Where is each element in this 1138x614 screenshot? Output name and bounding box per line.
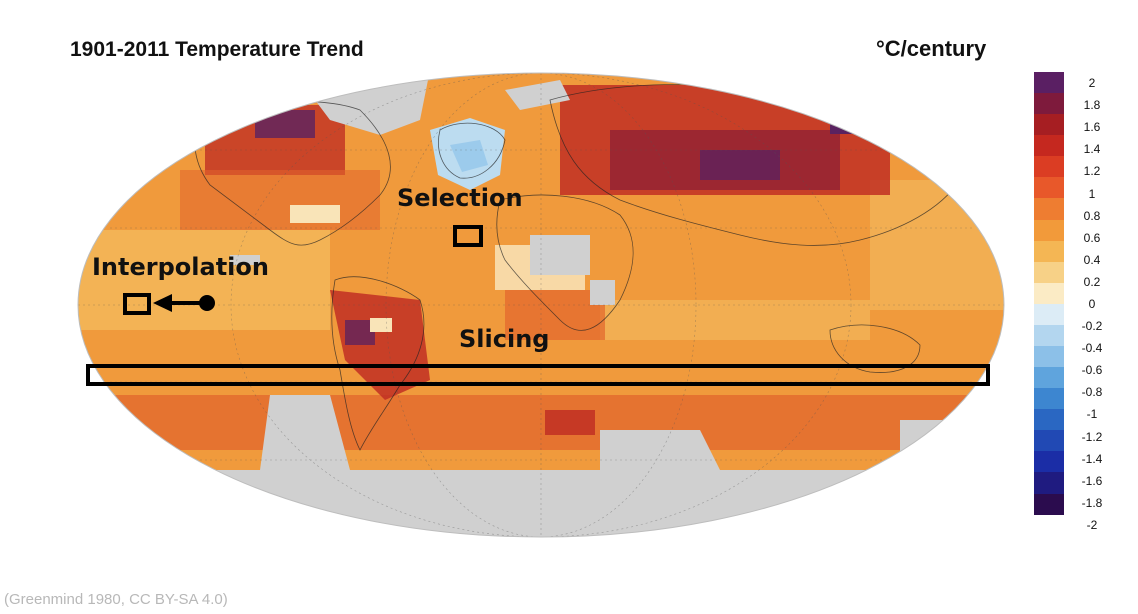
colorbar-tick-label: 0.8	[1083, 208, 1101, 223]
colorbar-tick-label: 1.4	[1083, 142, 1101, 157]
colorbar-tick-label: -2	[1086, 517, 1098, 532]
colorbar-swatch	[1034, 493, 1064, 515]
colorbar-swatch	[1034, 472, 1064, 494]
colorbar-swatch	[1034, 451, 1064, 473]
colorbar-tick-label: 1.2	[1083, 164, 1101, 179]
colorbar-tick-label: -1.4	[1081, 451, 1103, 466]
map-title: 1901-2011 Temperature Trend	[70, 38, 364, 61]
map-raster	[78, 73, 1004, 537]
units-label: °C/century	[876, 36, 987, 61]
colorbar-swatch	[1034, 430, 1064, 452]
colorbar-tick-labels: 2 1.8 1.6 1.4 1.2 1 0.8 0.6 0.4 0.2 0 -0.2 -0.4 -0.6 -…	[1074, 72, 1114, 536]
interpolation-label: Interpolation	[92, 253, 269, 281]
selection-box	[453, 225, 483, 247]
colorbar-swatch	[1034, 240, 1064, 262]
colorbar-swatch	[1034, 135, 1064, 157]
colorbar-swatch	[1034, 409, 1064, 431]
colorbar-tick-label: -0.4	[1081, 341, 1103, 356]
colorbar-tick-label: -0.6	[1081, 363, 1103, 378]
interpolation-box	[123, 293, 151, 315]
colorbar-tick-label: -1.6	[1081, 473, 1103, 488]
colorbar-tick-label: 0.6	[1083, 230, 1101, 245]
colorbar-swatch	[1034, 114, 1064, 136]
colorbar-swatch	[1034, 367, 1064, 389]
colorbar-tick-label: 0.2	[1083, 274, 1101, 289]
colorbar-tick-label: 1.6	[1083, 120, 1101, 135]
colorbar-swatch	[1034, 324, 1064, 347]
colorbar-tick-label: -1.2	[1081, 429, 1103, 444]
colorbar-swatch	[1034, 388, 1064, 410]
colorbar-tick-label: 0	[1088, 297, 1096, 311]
selection-label: Selection	[397, 184, 523, 212]
colorbar-swatch	[1034, 156, 1064, 178]
colorbar-swatch	[1034, 346, 1064, 368]
colorbar-tick-label: -0.2	[1081, 319, 1103, 334]
colorbar-swatch	[1034, 72, 1064, 94]
colorbar-swatch	[1034, 282, 1064, 304]
colorbar-tick-label: 2	[1088, 76, 1096, 91]
colorbar-tick-label: 1	[1088, 186, 1096, 201]
interpolation-arrow-head	[153, 294, 172, 312]
colorbar-tick-label: 0.4	[1083, 252, 1101, 267]
colorbar-swatch	[1034, 261, 1064, 283]
image-credit: (Greenmind 1980, CC BY-SA 4.0)	[4, 591, 228, 608]
slicing-label: Slicing	[459, 325, 550, 353]
colorbar-swatch	[1034, 303, 1064, 325]
colorbar-tick-label: -1.8	[1081, 495, 1103, 510]
colorbar-swatch	[1034, 198, 1064, 220]
colorbar-tick-label: 1.8	[1083, 98, 1101, 113]
interpolation-source-dot	[199, 295, 215, 311]
colorbar	[1034, 72, 1064, 536]
colorbar-tick-label: -1	[1086, 407, 1098, 422]
colorbar-tick-label: -0.8	[1081, 385, 1103, 400]
colorbar-swatch	[1034, 177, 1064, 199]
colorbar-swatch	[1034, 219, 1064, 241]
colorbar-swatch	[1034, 93, 1064, 115]
slicing-band	[86, 364, 990, 386]
